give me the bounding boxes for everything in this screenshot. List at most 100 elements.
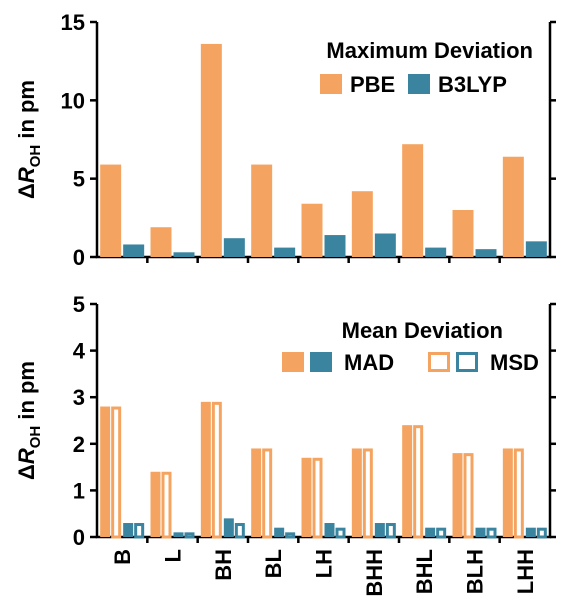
bar-pbe <box>150 227 172 257</box>
legend-swatch <box>282 352 304 372</box>
bar-pbe-mad <box>150 471 161 537</box>
y-tick-label: 10 <box>61 88 85 113</box>
bar-b3lyp-msd <box>486 527 497 539</box>
bar-b3lyp-mad <box>123 523 134 537</box>
bar-pbe <box>502 156 524 257</box>
y-axis-label-var: R <box>14 448 39 464</box>
bar-b3lyp-msd <box>134 523 145 539</box>
bar-pbe-msd <box>312 457 323 539</box>
bar-pbe <box>301 203 323 257</box>
x-tick-label: BHL <box>412 549 437 594</box>
y-axis-label-sub: OH <box>27 426 44 449</box>
y-axis-label-sub: OH <box>27 145 44 168</box>
bar-pbe-msd <box>161 471 172 539</box>
bar-b3lyp <box>123 244 145 257</box>
bar-b3lyp-mad <box>475 527 486 537</box>
legend-label: B3LYP <box>438 72 507 97</box>
bar-b3lyp-mad <box>173 532 184 537</box>
legend-swatch <box>408 74 430 94</box>
bar-pbe-mad <box>502 448 513 537</box>
bar-b3lyp <box>374 233 396 257</box>
x-tick-label: LHH <box>513 549 538 594</box>
bar-pbe-mad <box>301 457 312 537</box>
bar-pbe-msd <box>262 448 273 539</box>
legend-swatch <box>320 74 342 94</box>
y-axis-label: ΔROH in pm <box>14 361 44 480</box>
y-axis-label-var: R <box>14 167 39 183</box>
x-tick-label: BHH <box>362 549 387 597</box>
bar-b3lyp <box>425 247 447 257</box>
legend-title: Maximum Deviation <box>326 38 533 63</box>
bar-b3lyp-msd <box>184 532 195 539</box>
bar-pbe-msd <box>111 406 122 539</box>
legend-label: MSD <box>490 350 539 375</box>
y-axis-label-delta: Δ <box>14 183 39 199</box>
bar-b3lyp-msd <box>536 527 547 539</box>
bar-b3lyp <box>475 249 497 257</box>
x-tick-label: BL <box>261 549 286 578</box>
y-tick-label: 1 <box>73 478 85 503</box>
legend-title: Mean Deviation <box>342 318 503 343</box>
bar-pbe <box>251 164 273 257</box>
bar-pbe-msd <box>211 401 222 539</box>
bar-b3lyp-msd <box>234 523 245 539</box>
bar-b3lyp-msd <box>385 523 396 539</box>
bar-pbe-mad <box>200 401 211 537</box>
bar-pbe-mad <box>351 448 362 537</box>
legend-label: MAD <box>344 350 394 375</box>
bar-b3lyp-mad <box>223 518 234 537</box>
x-tick-label: BLH <box>463 549 488 594</box>
bar-pbe <box>402 144 424 257</box>
bar-b3lyp <box>274 247 296 257</box>
x-tick-label: LH <box>312 549 337 578</box>
chart-panel-1: 0 5 10 15 ΔROH in pm Maximum Deviation PBE B3LY… <box>14 10 556 270</box>
bar-pbe <box>351 191 373 257</box>
y-tick-label: 0 <box>73 245 85 270</box>
bar-b3lyp-mad <box>425 527 436 537</box>
legend-swatch <box>310 352 332 372</box>
y-axis-label-unit: in pm <box>14 80 39 145</box>
y-tick-label: 3 <box>73 385 85 410</box>
bar-b3lyp <box>324 235 346 257</box>
bar-b3lyp-mad <box>324 523 335 537</box>
axes-frame <box>95 22 552 259</box>
bar-b3lyp-msd <box>335 527 346 539</box>
x-tick-label: L <box>161 549 186 562</box>
x-tick-label: B <box>110 549 135 565</box>
legend-label: PBE <box>350 72 395 97</box>
bar-b3lyp-mad <box>274 527 285 537</box>
bar-pbe-mad <box>100 406 111 537</box>
y-tick-label: 15 <box>61 10 85 35</box>
bar-pbe-msd <box>513 448 524 539</box>
bar-b3lyp-mad <box>525 527 536 537</box>
legend-swatch-open <box>456 352 478 372</box>
x-tick-label: BH <box>211 549 236 581</box>
legend-swatch-open <box>428 352 450 372</box>
y-tick-label: 4 <box>73 339 86 364</box>
bar-pbe <box>200 43 222 257</box>
bar-b3lyp-msd <box>285 532 296 539</box>
y-tick-label: 2 <box>73 432 85 457</box>
y-axis-label: ΔROH in pm <box>14 80 44 199</box>
bar-pbe <box>452 210 474 257</box>
bar-pbe-mad <box>402 425 413 537</box>
bar-pbe-msd <box>463 453 474 539</box>
axes-frame <box>95 304 552 539</box>
bar-pbe-mad <box>452 453 463 537</box>
bar-b3lyp <box>525 241 547 257</box>
bar-pbe-msd <box>413 425 424 539</box>
y-tick-label: 5 <box>73 292 85 317</box>
y-axis-label-delta: Δ <box>14 464 39 480</box>
bar-b3lyp-msd <box>436 527 447 539</box>
bar-pbe-msd <box>362 448 373 539</box>
bar-b3lyp <box>223 238 245 257</box>
bar-b3lyp-mad <box>374 523 385 537</box>
y-axis-label-unit: in pm <box>14 361 39 426</box>
bar-b3lyp <box>173 252 195 257</box>
y-tick-label: 5 <box>73 167 85 192</box>
bar-pbe-mad <box>251 448 262 537</box>
y-tick-label: 0 <box>73 525 85 550</box>
